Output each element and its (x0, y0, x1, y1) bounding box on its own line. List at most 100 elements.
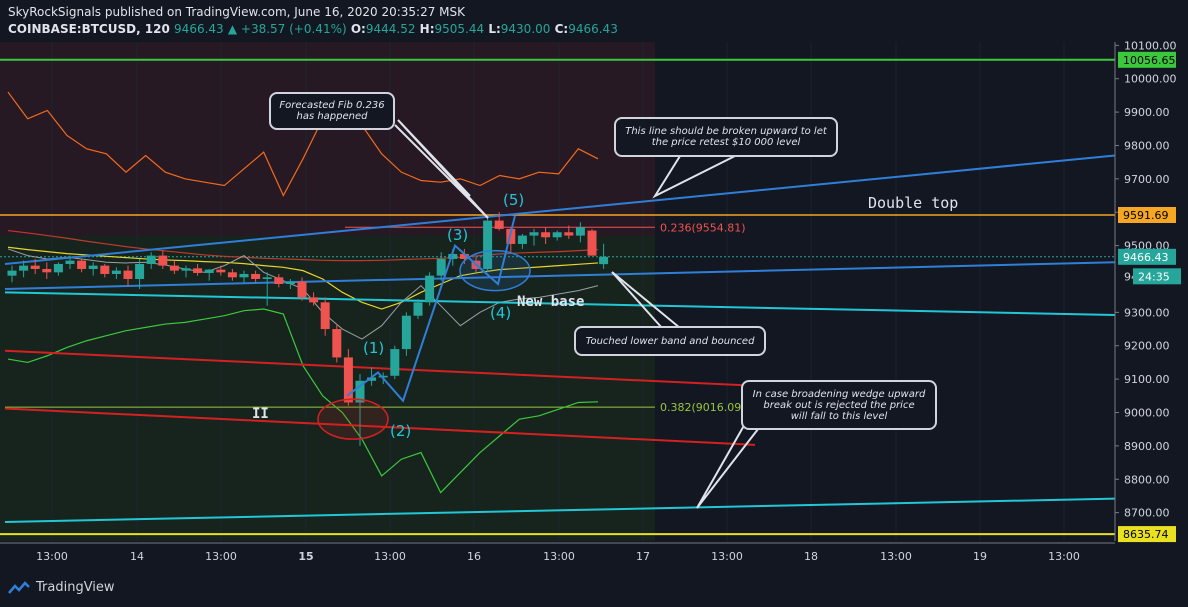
ema-line (7, 246, 599, 310)
symbol-label[interactable]: COINBASE:BTCUSD, 120 (8, 22, 170, 36)
candle-body (343, 357, 353, 403)
candle-body (575, 227, 585, 236)
candle-body (65, 260, 75, 264)
price-tick-label: 9700.00 (1124, 173, 1170, 186)
callout-fib-forecast: Forecasted Fib 0.236 has happened (269, 92, 395, 130)
open-value: 9444.52 (365, 22, 416, 36)
price-axis-badge-text: 10056.65 (1123, 54, 1176, 67)
candle-body (285, 281, 295, 284)
price-axis (1115, 42, 1188, 541)
double-top-label: Double top (868, 194, 958, 212)
price-tick-label: 8800.00 (1124, 473, 1170, 486)
price-axis-badge-text: 9591.69 (1123, 209, 1169, 222)
candle-body (448, 253, 458, 259)
time-tick-label: 14 (130, 550, 144, 563)
cyan-lower-line (4, 497, 1116, 523)
candle-body (355, 380, 365, 403)
price-axis-badge (1118, 207, 1176, 224)
close-value: 9466.43 (568, 22, 618, 36)
candle-body (135, 263, 145, 279)
candle-body (181, 268, 191, 271)
red-upper-line (4, 349, 756, 387)
candle-body (111, 270, 121, 274)
candle-body (123, 270, 133, 279)
candle-body (227, 272, 237, 278)
price-tick-label: 9100.00 (1124, 373, 1170, 386)
time-tick-label: 17 (636, 550, 650, 563)
candle-body (88, 265, 98, 269)
candle-body (332, 329, 342, 358)
candle-body (599, 256, 609, 265)
close-label: C: (554, 22, 569, 36)
candle-body (436, 258, 446, 276)
high-value: 9505.44 (434, 22, 485, 36)
wave-3-label: (3) (447, 226, 468, 244)
time-tick-label: 13:00 (1048, 550, 1080, 563)
candle-body (193, 268, 203, 273)
candle-body (7, 270, 17, 276)
price-tick-label: 10000.00 (1124, 73, 1177, 86)
candle-body (390, 349, 400, 376)
price-axis-badge-text: 24:35 (1138, 270, 1170, 283)
candle-body (541, 232, 551, 238)
candle-body (587, 230, 597, 256)
candle-body (30, 265, 40, 269)
candle-body (239, 273, 249, 278)
time-tick-label: 19 (973, 550, 987, 563)
candle-body (216, 269, 226, 273)
price-axis-badge-text: 9466.43 (1123, 251, 1169, 264)
candle-body (425, 275, 435, 303)
price-axis-badge (1118, 526, 1176, 543)
wave-1-label: (1) (363, 339, 384, 357)
brand-name: TradingView (36, 580, 115, 595)
fib-0382-label: 0.382(9016.09) (660, 401, 746, 414)
price-axis-badge-text: 8635.74 (1123, 528, 1169, 541)
price-tick-label: 9900.00 (1124, 106, 1170, 119)
candle-body (204, 269, 214, 273)
upper-channel-zone (0, 42, 655, 236)
candle-body (297, 281, 307, 298)
tradingview-logo[interactable]: TradingView (8, 580, 115, 595)
candle-body (483, 220, 493, 269)
fib-0236-label: 0.236(9554.81) (660, 221, 746, 234)
wave-2-label: (2) (390, 422, 411, 440)
callout-breakout-line: This line should be broken upward to let… (614, 117, 838, 157)
time-tick-label: 15 (298, 550, 313, 563)
candle-body (413, 302, 423, 316)
callout-line: Forecasted Fib 0.236 (279, 100, 385, 111)
symbol-ohlc-bar: COINBASE:BTCUSD, 120 9466.43 ▲ +38.57 (+… (8, 22, 618, 36)
tradingview-logo-icon (8, 580, 30, 594)
upper-wedge-trendline (4, 154, 1116, 265)
callout-line: the price retest $10 000 level (651, 137, 801, 148)
slow-ma-line (7, 229, 599, 262)
wave-5-label: (5) (503, 191, 524, 209)
candle-body (459, 253, 469, 259)
candle-body (169, 265, 179, 271)
wave-4-label: (4) (490, 304, 511, 322)
callout-line: This line should be broken upward to let (625, 126, 827, 137)
upper-band-line (7, 91, 599, 197)
price-tick-label: 8900.00 (1124, 440, 1170, 453)
candle-body (100, 265, 110, 274)
callout-wedge-rejection: In case broadening wedge upward break ou… (741, 380, 937, 430)
candle-body (320, 302, 330, 330)
publish-info: SkyRockSignals published on TradingView.… (8, 5, 466, 19)
callout-line: break out is rejected the price (763, 399, 915, 411)
price-tick-label: 10100.00 (1124, 39, 1177, 52)
callout-fib-pointer (394, 119, 489, 219)
price-tick-label: 9200.00 (1124, 340, 1170, 353)
candle-body (378, 375, 388, 378)
candle-body (77, 260, 87, 269)
last-price: 9466.43 (174, 22, 224, 36)
elliott-wave-path (346, 215, 516, 403)
open-label: O: (350, 22, 366, 36)
price-tick-label: 9300.00 (1124, 306, 1170, 319)
bottom-ellipse (317, 398, 389, 440)
time-tick-label: 13:00 (543, 550, 575, 563)
price-change: ▲ +38.57 (+0.41%) (227, 22, 347, 36)
price-tick-label: 8700.00 (1124, 507, 1170, 520)
red-lower-line (4, 407, 756, 446)
candle-body (19, 265, 29, 271)
callout-line: Touched lower band and bounced (585, 335, 755, 347)
